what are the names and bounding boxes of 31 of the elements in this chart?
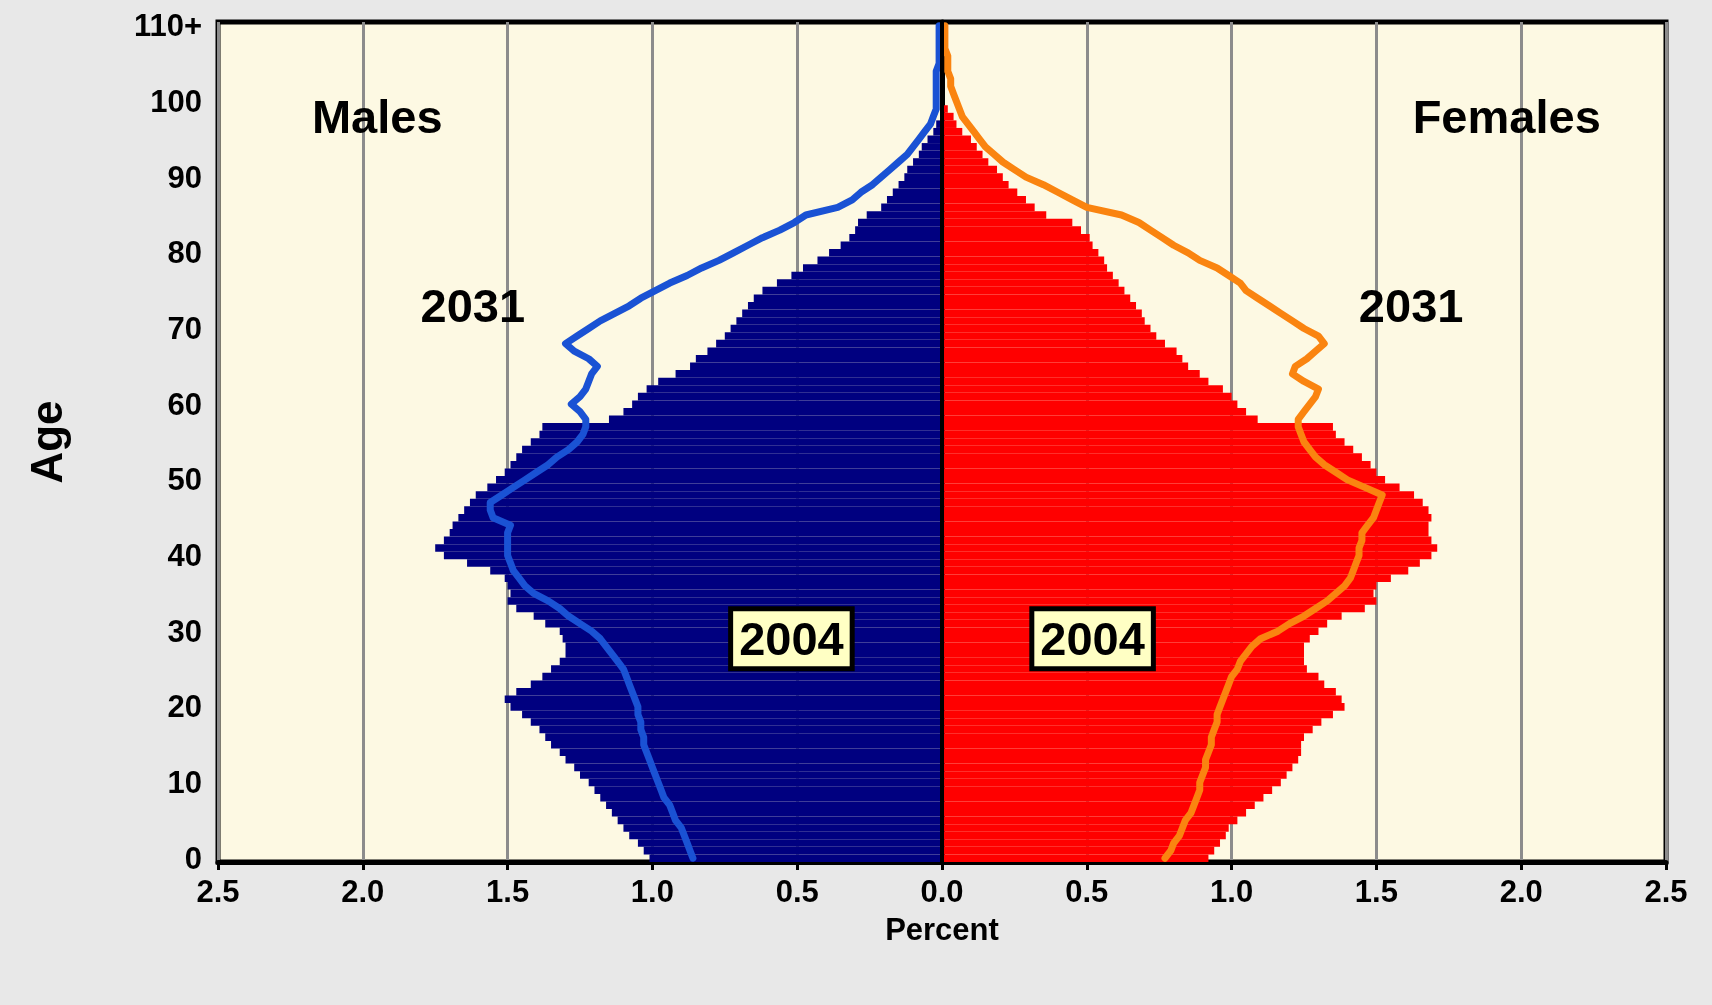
- x-tick-label: 2.0: [341, 874, 385, 909]
- y-tick-label: 110+: [133, 8, 202, 44]
- x-tick-label: 0.5: [775, 874, 819, 909]
- y-tick-label: 20: [167, 689, 202, 725]
- annotation: Females: [1412, 90, 1601, 144]
- x-tick-label: 2.0: [1499, 874, 1543, 909]
- y-tick-label: 90: [167, 159, 202, 195]
- x-tick-label: 1.0: [1210, 874, 1254, 909]
- y-tick-label: 10: [167, 765, 202, 801]
- y-tick-label: 80: [167, 235, 202, 271]
- series-label: 2031: [1358, 279, 1464, 333]
- annotation: Males: [311, 90, 443, 144]
- x-tick-label: 2.5: [196, 874, 240, 909]
- y-axis-title: Age: [21, 400, 71, 484]
- y-tick-label: 0: [184, 840, 202, 876]
- y-tick-label: 40: [167, 538, 202, 574]
- x-tick-label: 1.5: [1354, 874, 1398, 909]
- y-tick-label: 100: [150, 83, 202, 119]
- series-label: 2004: [739, 612, 844, 666]
- x-tick-label: 0.5: [1065, 874, 1109, 909]
- y-tick-label: 60: [167, 386, 202, 422]
- series-label: 2031: [420, 279, 526, 333]
- y-tick-label: 50: [167, 462, 202, 498]
- series-label: 2004: [1040, 612, 1145, 666]
- x-axis-title: Percent: [885, 912, 999, 947]
- x-tick-label: 0.0: [920, 874, 964, 909]
- x-tick-label: 2.5: [1644, 874, 1688, 909]
- y-tick-label: 70: [167, 310, 202, 346]
- x-tick-label: 1.5: [486, 874, 530, 909]
- y-tick-label: 30: [167, 613, 202, 649]
- x-tick-label: 1.0: [630, 874, 674, 909]
